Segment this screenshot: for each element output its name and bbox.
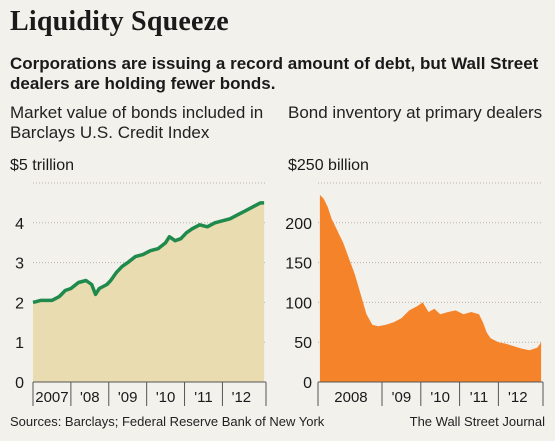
left-y-tick-label: 4 bbox=[15, 216, 24, 233]
right-area bbox=[319, 194, 542, 382]
right-y-tick-label: 200 bbox=[285, 216, 312, 233]
left-x-tick-label: '08 bbox=[80, 389, 100, 406]
right-x-tick-label: '09 bbox=[392, 389, 412, 406]
right-y-tick-label: 50 bbox=[294, 335, 312, 352]
right-x-tick-label: '12 bbox=[508, 389, 528, 406]
left-series-line bbox=[32, 201, 265, 305]
left-x-tick-label: '11 bbox=[194, 389, 212, 406]
left-panel-title: Market value of bonds included in Barcla… bbox=[10, 103, 264, 142]
credit-note: The Wall Street Journal bbox=[409, 414, 545, 429]
left-y-tick-label: 2 bbox=[15, 295, 24, 312]
left-x-tick-label: 2007 bbox=[35, 389, 68, 406]
left-y-tick-label: 3 bbox=[15, 256, 24, 273]
left-area bbox=[33, 202, 265, 382]
right-x-tick-label: 2008 bbox=[334, 389, 367, 406]
right-x-tick-label: '11 bbox=[470, 389, 488, 406]
left-unit-label: $5 trillion bbox=[10, 157, 74, 174]
chart-subtitle: Corporations are issuing a record amount… bbox=[10, 54, 539, 93]
left-y-tick-label: 0 bbox=[15, 375, 24, 392]
right-y-tick-label: 150 bbox=[285, 256, 312, 273]
right-unit-label: $250 billion bbox=[288, 157, 369, 174]
left-chart: $5 trillion 4 3 2 1 0 2007 '08 '09 '10 '11 '12 bbox=[10, 157, 267, 406]
left-x-tick-label: '09 bbox=[118, 389, 138, 406]
source-note: Sources: Barclays; Federal Reserve Bank … bbox=[10, 414, 325, 429]
right-y-tick-label: 0 bbox=[303, 375, 312, 392]
right-chart: $250 billion 200 150 100 50 0 2008 '09 '10 '11 '12 bbox=[285, 157, 544, 406]
right-panel-title: Bond inventory at primary dealers bbox=[288, 103, 543, 122]
right-y-tick-label: 100 bbox=[285, 295, 312, 312]
right-x-tick-label: '10 bbox=[430, 389, 450, 406]
left-y-tick-label: 1 bbox=[15, 335, 24, 352]
left-x-tick-label: '10 bbox=[156, 389, 176, 406]
chart-title: Liquidity Squeeze bbox=[10, 6, 229, 37]
left-x-tick-label: '12 bbox=[232, 389, 252, 406]
